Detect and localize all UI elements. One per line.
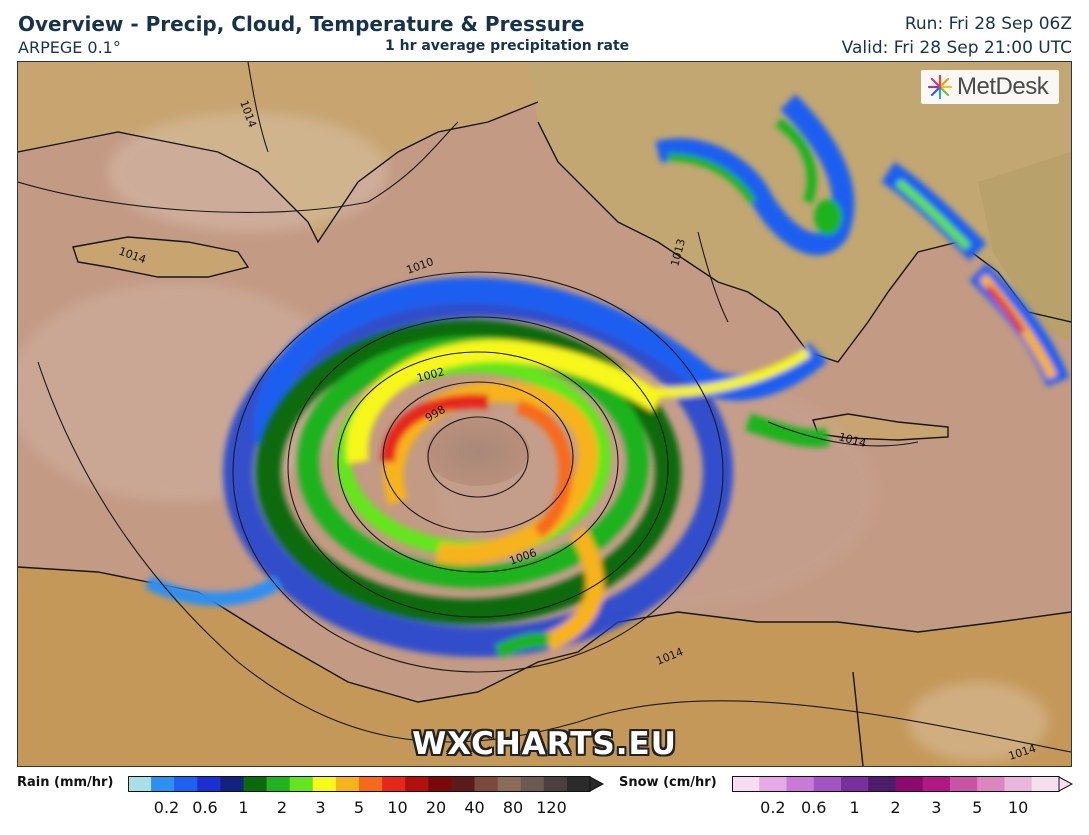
cyclone-eye (426, 418, 530, 486)
metdesk-logo-text: MetDesk (957, 73, 1049, 100)
run-time: Run: Fri 28 Sep 06Z (904, 14, 1072, 34)
colorbar-cell (497, 777, 522, 791)
rain-legend-ticks: 0.2 0.6 1 2 3 5 10 20 40 80 120 (128, 798, 604, 818)
colorbar-tick-label: 3 (931, 798, 942, 817)
colorbar-cell (451, 777, 475, 791)
snow-legend-label: Snow (cm/hr) (619, 775, 717, 790)
colorbar-cell (1004, 777, 1033, 791)
colorbar-cell (128, 777, 152, 791)
colorbar-border (732, 776, 1060, 792)
colorbar-tick-label: 120 (536, 798, 567, 817)
colorbar-tick-label: 2 (276, 798, 288, 817)
colorbar-cell (868, 777, 896, 791)
colorbar-cell (566, 777, 591, 791)
colorbar-border (128, 776, 591, 792)
colorbar-cell (543, 777, 568, 791)
coastlines (18, 101, 1071, 766)
rain-colorbar (128, 776, 604, 792)
product-name: 1 hr average precipitation rate (385, 38, 630, 54)
colorbar-tick-label: 2 (890, 798, 901, 817)
colorbar-cell (151, 777, 175, 791)
colorbar-cell (312, 777, 337, 791)
model-name: ARPEGE 0.1° (18, 38, 121, 57)
metdesk-starburst-icon (927, 74, 953, 100)
colorbar-cell (759, 777, 787, 791)
colorbar-tick-label: 0.6 (801, 798, 827, 817)
weather-map: 1014 1014 1010 1013 1002 998 1006 1014 1… (17, 61, 1072, 767)
greece-land (528, 62, 1071, 362)
colorbar-cell (359, 777, 383, 791)
colorbar-tick-label: 80 (502, 798, 524, 817)
colorbar-cell (977, 777, 1005, 791)
colorbar-cell (786, 777, 815, 791)
colorbar-cell (841, 777, 869, 791)
colorbar-cell (382, 777, 406, 791)
colorbar-cell (428, 777, 452, 791)
chart-title: Overview - Precip, Cloud, Temperature & … (18, 12, 585, 36)
colorbar-cell (289, 777, 314, 791)
map-canvas: 1014 1014 1010 1013 1002 998 1006 1014 1… (18, 62, 1071, 766)
snow-legend-ticks: 0.2 0.6 1 2 3 5 10 (732, 798, 1073, 818)
colorbar-cell (922, 777, 951, 791)
colorbar-cell (243, 777, 268, 791)
colorbar-tick-label: 0.6 (192, 798, 218, 817)
colorbar-cell (732, 777, 760, 791)
wxcharts-watermark: WXCHARTS.EU (412, 726, 677, 762)
snow-colorbar (732, 776, 1073, 792)
colorbar-tick-label: 5 (353, 798, 365, 817)
colorbar-tick-label: 10 (387, 798, 408, 817)
colorbar-tick-label: 1 (849, 798, 860, 817)
sicily-land (73, 237, 248, 277)
colorbar-cell (950, 777, 978, 791)
isobars (18, 62, 1071, 753)
aegean-convection (655, 94, 1070, 387)
colorbar-cell (1031, 777, 1060, 791)
colorbar-tick-label: 5 (972, 798, 983, 817)
colorbar-cell (220, 777, 244, 791)
colorbar-cell (520, 777, 545, 791)
colorbar-tick-label: 20 (425, 798, 447, 817)
colorbar-cell (197, 777, 221, 791)
metdesk-logo: MetDesk (921, 70, 1059, 104)
colorbar-cell (266, 777, 291, 791)
colorbar-cell (335, 777, 360, 791)
valid-time: Valid: Fri 28 Sep 21:00 UTC (841, 38, 1072, 58)
rain-legend-label: Rain (mm/hr) (17, 775, 114, 790)
colorbar-tick-label: 10 (1007, 798, 1029, 817)
colorbar-cell (895, 777, 924, 791)
colorbar-tick-label: 3 (315, 798, 326, 817)
colorbar-arrow (589, 776, 604, 792)
colorbar-cell (174, 777, 198, 791)
colorbar-cell (405, 777, 429, 791)
colorbar-cell (474, 777, 499, 791)
colorbar-cell (813, 777, 842, 791)
colorbar-tick-label: 0.2 (760, 798, 786, 817)
colorbar-tick-label: 0.2 (153, 798, 180, 817)
colorbar-tick-label: 1 (238, 798, 249, 817)
colorbar-tick-label: 40 (464, 798, 485, 817)
colorbar-arrow (1058, 776, 1073, 792)
turkey-land (978, 152, 1071, 342)
precipitation-field (144, 94, 1070, 659)
africa-land (18, 567, 1071, 766)
